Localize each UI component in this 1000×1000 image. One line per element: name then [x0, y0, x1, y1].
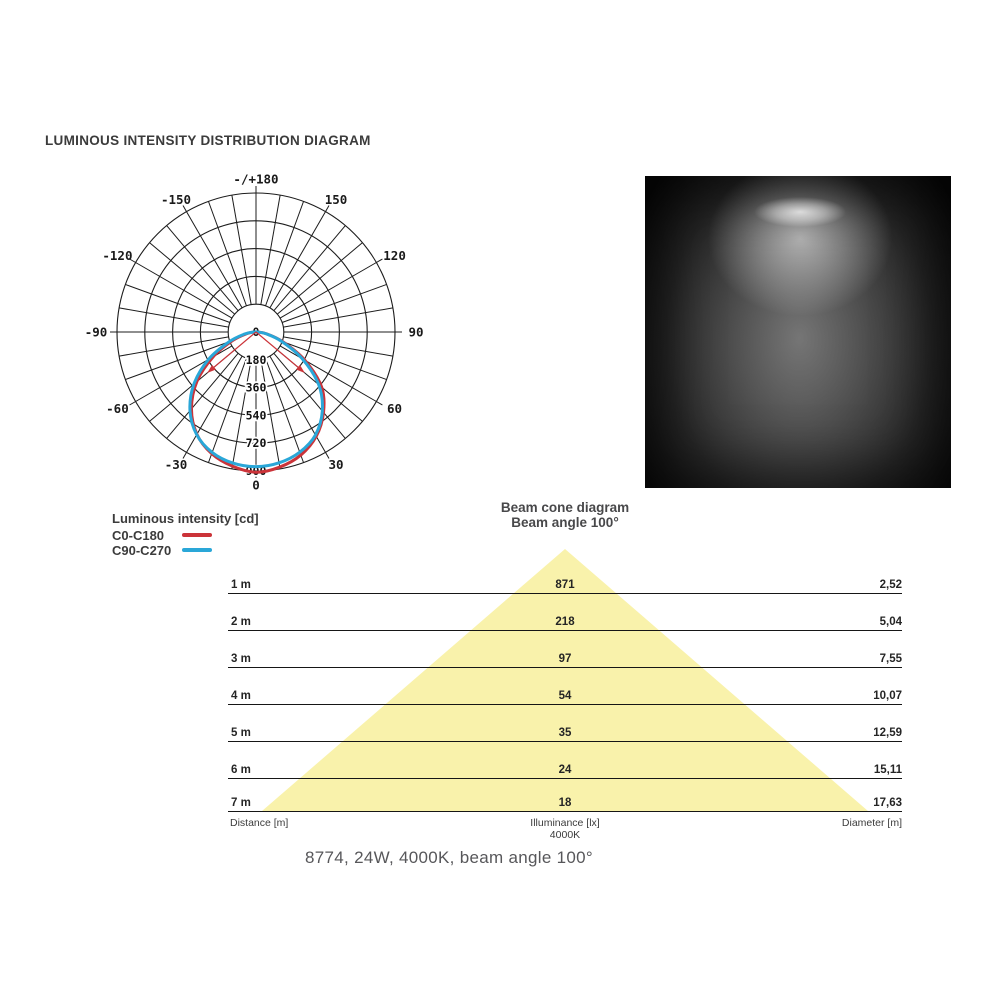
angle-label: 0 — [252, 478, 260, 493]
legend-color-line — [182, 548, 212, 552]
distance-value: 4 m — [231, 690, 251, 702]
angle-label: -/+180 — [233, 172, 278, 187]
illuminance-value: 35 — [558, 727, 572, 739]
diameter-value: 15,11 — [873, 764, 902, 776]
illuminance-value: 97 — [558, 653, 572, 665]
page-title: LUMINOUS INTENSITY DISTRIBUTION DIAGRAM — [45, 133, 371, 148]
beam-cone-row-1m: 1 m 871 2,52 — [228, 576, 902, 594]
polar-curves — [188, 330, 326, 474]
legend-title: Luminous intensity [cd] — [112, 511, 259, 526]
beam-cone-row-7m: 7 m 18 17,63 — [228, 794, 902, 812]
illuminance-label: Illuminance [lx] — [530, 817, 600, 829]
illuminance-value: 871 — [555, 579, 575, 591]
angle-label: -30 — [165, 457, 188, 472]
distance-column-label: Distance [m] — [230, 817, 289, 829]
legend-entry-c0-c180: C0-C180 — [112, 527, 259, 543]
illuminance-column-label: Illuminance [lx] 4000K — [530, 817, 599, 841]
beam-cone-diagram: Beam cone diagram Beam angle 100° 1 m 871… — [228, 500, 902, 852]
angle-label: -120 — [102, 248, 132, 263]
distance-value: 2 m — [231, 616, 251, 628]
distance-value: 5 m — [231, 727, 251, 739]
diameter-value: 7,55 — [879, 653, 902, 665]
radial-tick-label: 180 — [246, 353, 267, 367]
legend-color-line — [182, 533, 212, 537]
illuminance-value: 54 — [558, 690, 572, 702]
beam-cone-row-4m: 4 m 54 10,07 — [228, 687, 902, 705]
illuminance-value: 218 — [555, 616, 575, 628]
beam-cone-row-2m: 2 m 218 5,04 — [228, 613, 902, 631]
beam-cone-title: Beam cone diagram — [500, 500, 630, 515]
radial-tick-label: 360 — [246, 381, 267, 395]
distance-value: 6 m — [231, 764, 251, 776]
color-temperature-label: 4000K — [549, 829, 581, 841]
legend-entries: C0-C180 C90-C270 — [112, 527, 259, 558]
diameter-value: 12,59 — [873, 727, 902, 739]
beam-cone-row-6m: 6 m 24 15,11 — [228, 761, 902, 779]
diameter-value: 5,04 — [879, 616, 902, 628]
legend-entry-c90-c270: C90-C270 — [112, 542, 259, 558]
angle-label: 60 — [387, 401, 402, 416]
diameter-column-label: Diameter [m] — [841, 817, 902, 829]
angle-label: -150 — [161, 192, 191, 207]
distance-value: 3 m — [231, 653, 251, 665]
legend-entry-label: C0-C180 — [112, 527, 165, 543]
beam-cone-row-3m: 3 m 97 7,55 — [228, 650, 902, 668]
angle-label: 30 — [328, 457, 343, 472]
polar-distribution-chart: -/+180 -150 150 -120 120 -90 90 -60 60 -30 30 00 180… — [86, 172, 424, 493]
beam-photo — [645, 176, 951, 488]
beam-cone-subtitle: Beam angle 100° — [511, 515, 619, 530]
angle-label: -60 — [106, 401, 129, 416]
legend-entry-label: C90-C270 — [112, 542, 172, 558]
curve-c90-c270 — [188, 330, 324, 469]
illuminance-value: 18 — [558, 797, 572, 809]
radial-tick-label: 540 — [246, 408, 267, 422]
distance-value: 1 m — [231, 579, 251, 591]
diameter-value: 2,52 — [879, 579, 902, 591]
diameter-value: 17,63 — [873, 797, 902, 809]
polar-legend: Luminous intensity [cd] C0-C180 C90-C270 — [112, 511, 259, 558]
beam-angle-indicator — [207, 331, 305, 373]
radial-tick-label: 720 — [246, 436, 267, 450]
angle-label: 150 — [325, 192, 348, 207]
polar-angle-labels: -/+180 -150 150 -120 120 -90 90 -60 60 -30 30 0 — [86, 172, 424, 493]
beam-cone-row-5m: 5 m 35 12,59 — [228, 724, 902, 742]
angle-label: -90 — [86, 325, 107, 340]
angle-label: 120 — [383, 248, 406, 263]
product-caption: 8774, 24W, 4000K, beam angle 100° — [305, 848, 593, 867]
diameter-value: 10,07 — [873, 690, 902, 702]
distance-value: 7 m — [231, 797, 251, 809]
illuminance-value: 24 — [558, 764, 572, 776]
angle-label: 90 — [408, 325, 423, 340]
